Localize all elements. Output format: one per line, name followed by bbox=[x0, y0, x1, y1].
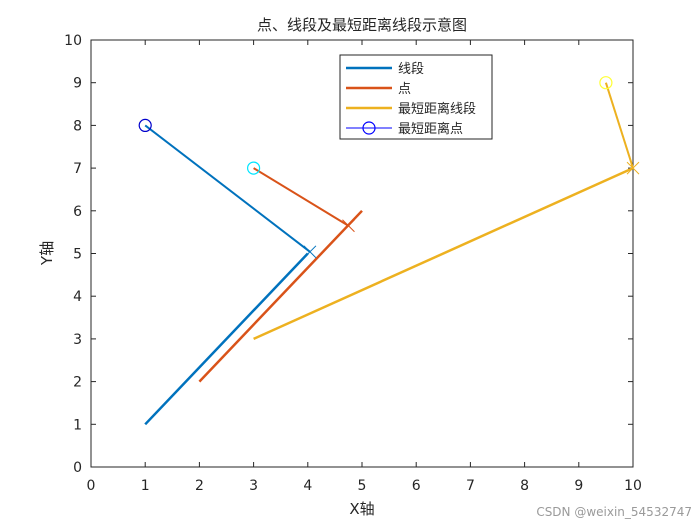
x-tick-label: 8 bbox=[520, 478, 529, 494]
x-tick-label: 7 bbox=[466, 478, 475, 494]
y-tick-label: 7 bbox=[73, 161, 82, 177]
legend-entry-label: 最短距离线段 bbox=[398, 101, 476, 117]
line-segment bbox=[198, 209, 363, 383]
legend-marker-swatch bbox=[362, 121, 376, 135]
watermark: CSDN @weixin_54532747 bbox=[536, 505, 692, 519]
y-tick-label: 10 bbox=[64, 33, 82, 49]
x-tick-label: 0 bbox=[87, 478, 96, 494]
y-tick-label: 2 bbox=[73, 375, 82, 391]
closest-point-marker bbox=[626, 161, 640, 175]
x-tick-label: 1 bbox=[141, 478, 150, 494]
x-tick-label: 10 bbox=[624, 478, 642, 494]
x-tick-label: 3 bbox=[249, 478, 258, 494]
point-marker bbox=[247, 161, 261, 175]
data-layer bbox=[138, 76, 640, 426]
y-tick-label: 4 bbox=[73, 289, 82, 305]
shortest-distance-segment bbox=[144, 124, 311, 253]
x-tick-label: 5 bbox=[358, 478, 367, 494]
y-tick-label: 5 bbox=[73, 247, 82, 263]
y-tick-label: 8 bbox=[73, 118, 82, 134]
point-marker bbox=[599, 76, 613, 90]
x-tick-label: 2 bbox=[195, 478, 204, 494]
x-tick-label: 6 bbox=[412, 478, 421, 494]
chart-title: 点、线段及最短距离线段示意图 bbox=[257, 16, 467, 34]
y-tick-label: 1 bbox=[73, 417, 82, 433]
legend-entry-label: 线段 bbox=[398, 62, 424, 77]
y-axis-label: Y轴 bbox=[38, 241, 56, 266]
legend-entry-label: 点 bbox=[398, 82, 411, 97]
y-tick-label: 3 bbox=[73, 332, 82, 348]
y-tick-label: 6 bbox=[73, 204, 82, 220]
line-segment bbox=[253, 166, 634, 341]
y-tick-label: 9 bbox=[73, 76, 82, 92]
y-tick-label: 0 bbox=[73, 460, 82, 476]
shortest-distance-segment bbox=[604, 82, 634, 169]
x-axis-label: X轴 bbox=[349, 500, 374, 518]
line-segment bbox=[144, 252, 309, 426]
axes: 0 1 2 3 4 5 6 7 8 9 10 0 1 2 3 4 5 6 7 8 9 10 bbox=[64, 33, 642, 494]
x-tick-label: 4 bbox=[303, 478, 312, 494]
closest-point-marker bbox=[303, 245, 317, 259]
closest-point-marker bbox=[342, 219, 355, 233]
shortest-distance-segment bbox=[253, 167, 349, 227]
point-marker bbox=[138, 118, 152, 133]
x-tick-label: 9 bbox=[574, 478, 583, 494]
legend-entry-label: 最短距离点 bbox=[398, 121, 463, 137]
